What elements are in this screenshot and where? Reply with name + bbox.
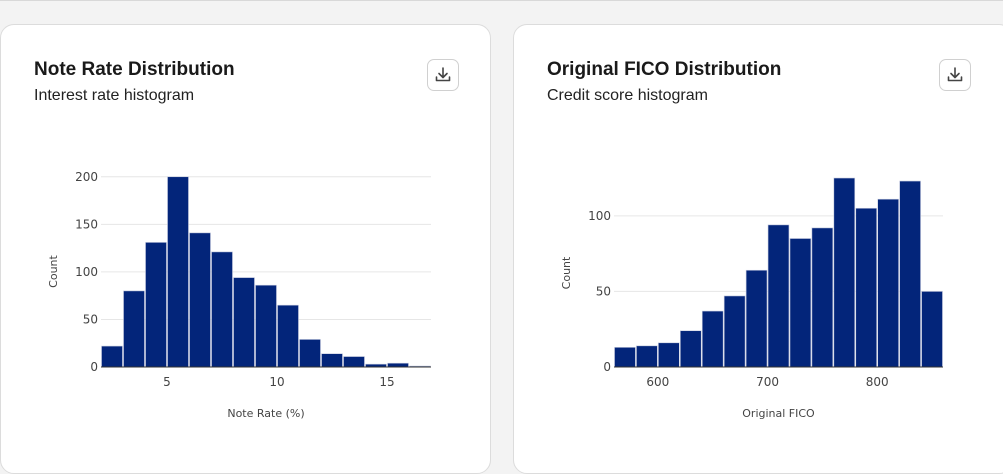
histogram-bar <box>679 330 702 368</box>
y-tick-label: 200 <box>75 170 98 184</box>
note-rate-histogram: 0 50 100 150 200 5 10 15 Note Rate (%) Count <box>47 170 431 420</box>
card-title: Note Rate Distribution <box>34 59 235 80</box>
download-icon <box>435 67 451 82</box>
histogram-bar <box>811 227 834 368</box>
histogram-bar <box>723 295 746 368</box>
note-rate-card: Note Rate Distribution Interest rate his… <box>0 24 491 474</box>
histogram-bar <box>921 291 943 368</box>
card-title: Original FICO Distribution <box>547 59 782 80</box>
y-axis-title: Count <box>560 256 573 289</box>
y-tick-label: 0 <box>90 360 98 374</box>
histogram-bar <box>636 345 658 368</box>
histogram-bar <box>614 347 636 368</box>
histogram-bar <box>658 342 680 368</box>
histogram-bar <box>745 269 768 368</box>
download-button[interactable] <box>939 59 971 91</box>
x-tick-label: 15 <box>379 375 394 389</box>
fico-histogram: 0 50 100 600 700 800 Original FICO Count <box>560 177 943 420</box>
x-axis-title: Note Rate (%) <box>227 407 304 420</box>
histogram-bar <box>767 224 790 368</box>
x-axis-title: Original FICO <box>742 407 815 420</box>
y-tick-label: 50 <box>83 312 98 326</box>
y-tick-label: 100 <box>75 265 98 279</box>
histogram-bar <box>899 180 921 368</box>
x-tick-label: 800 <box>866 375 889 389</box>
download-icon <box>947 67 963 82</box>
download-button[interactable] <box>427 59 459 91</box>
x-tick-label: 10 <box>269 375 284 389</box>
x-tick-label: 700 <box>756 375 779 389</box>
x-tick-label: 600 <box>646 375 669 389</box>
y-tick-label: 100 <box>588 209 611 223</box>
x-tick-label: 5 <box>163 375 171 389</box>
histogram-bar <box>701 310 724 368</box>
fico-card: Original FICO Distribution Credit score … <box>513 24 1003 474</box>
histogram-bar <box>833 177 856 368</box>
histogram-bar <box>877 198 899 368</box>
histogram-bar <box>789 238 812 368</box>
histogram-bar <box>855 207 877 368</box>
card-subtitle: Credit score histogram <box>547 87 708 104</box>
card-subtitle: Interest rate histogram <box>34 87 195 104</box>
y-axis-title: Count <box>47 254 60 287</box>
y-tick-label: 50 <box>596 284 611 298</box>
y-tick-label: 0 <box>603 360 611 374</box>
y-tick-label: 150 <box>75 217 98 231</box>
